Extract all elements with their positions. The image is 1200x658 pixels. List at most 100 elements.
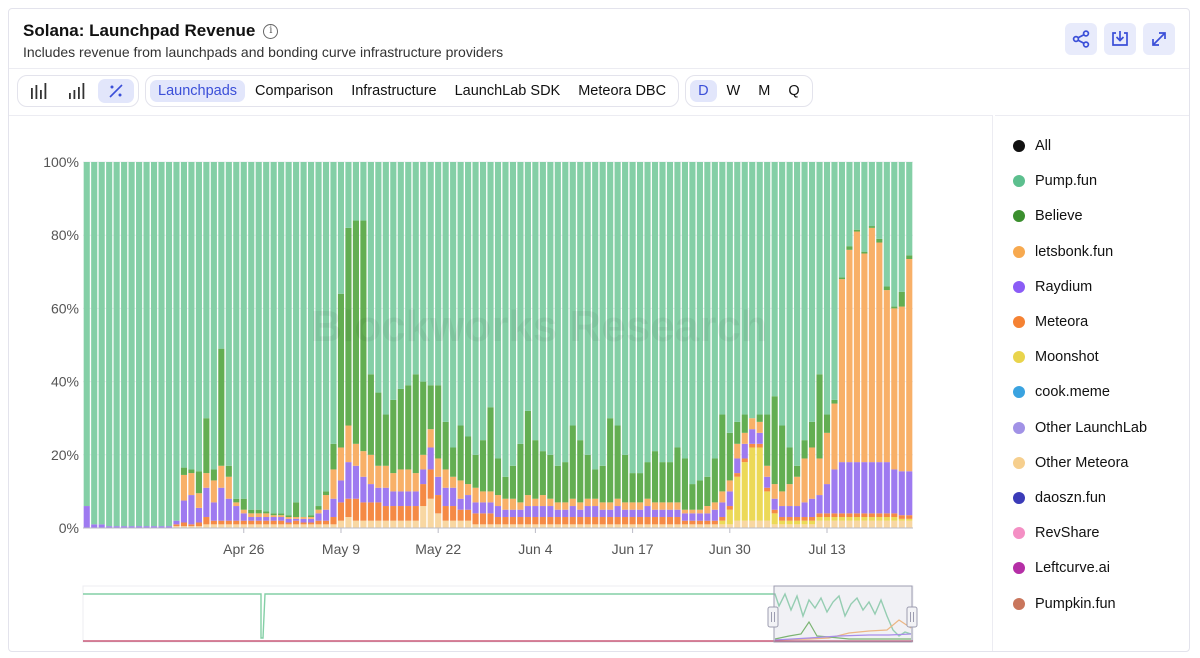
bar-segment[interactable]: [637, 509, 644, 518]
bar-segment[interactable]: [607, 418, 614, 503]
bar-segment[interactable]: [360, 476, 367, 503]
bar-segment[interactable]: [651, 502, 659, 510]
bar-segment[interactable]: [547, 454, 554, 499]
bar-segment[interactable]: [450, 447, 457, 477]
bar-segment[interactable]: [420, 381, 427, 455]
tab-infrastructure[interactable]: Infrastructure: [351, 83, 437, 99]
bar-segment[interactable]: [188, 524, 195, 527]
bar-segment[interactable]: [883, 517, 890, 521]
bar-segment[interactable]: [562, 517, 569, 525]
bar-segment[interactable]: [547, 517, 554, 525]
bar-segment[interactable]: [345, 498, 352, 518]
bar-segment[interactable]: [659, 462, 666, 503]
bar-segment[interactable]: [352, 220, 359, 444]
bar-segment[interactable]: [487, 513, 494, 525]
bar-segment[interactable]: [293, 502, 300, 518]
bar-segment[interactable]: [831, 399, 838, 404]
bar-segment[interactable]: [83, 162, 90, 507]
bar-segment[interactable]: [614, 517, 621, 525]
bar-segment[interactable]: [711, 520, 718, 525]
bar-segment[interactable]: [375, 487, 382, 503]
bar-segment[interactable]: [741, 458, 748, 463]
bar-segment[interactable]: [749, 418, 756, 430]
bar-segment[interactable]: [562, 462, 569, 503]
bar-segment[interactable]: [838, 162, 846, 278]
bar-segment[interactable]: [592, 517, 599, 525]
bar-segment[interactable]: [494, 495, 502, 507]
bar-segment[interactable]: [293, 517, 300, 519]
bar-segment[interactable]: [210, 480, 217, 503]
bar-segment[interactable]: [808, 524, 816, 528]
bar-segment[interactable]: [554, 162, 561, 466]
bar-segment[interactable]: [816, 495, 823, 514]
legend-item[interactable]: Pump.fun: [1013, 173, 1097, 189]
bar-segment[interactable]: [644, 506, 651, 518]
bar-segment[interactable]: [764, 465, 771, 477]
bar-segment[interactable]: [240, 162, 247, 499]
bar-segment[interactable]: [666, 162, 674, 463]
bar-segment[interactable]: [435, 495, 442, 514]
bar-segment[interactable]: [554, 465, 561, 503]
bar-segment[interactable]: [270, 513, 277, 516]
tab-comparison[interactable]: Comparison: [255, 83, 334, 99]
bar-segment[interactable]: [868, 227, 875, 463]
bar-segment[interactable]: [300, 162, 307, 518]
bar-segment[interactable]: [823, 484, 831, 514]
bar-segment[interactable]: [420, 469, 427, 485]
bar-segment[interactable]: [180, 526, 188, 528]
bar-segment[interactable]: [442, 506, 449, 521]
bar-segment[interactable]: [644, 462, 651, 499]
bar-segment[interactable]: [150, 526, 158, 528]
bar-segment[interactable]: [637, 517, 644, 525]
bar-segment[interactable]: [203, 418, 210, 474]
bar-segment[interactable]: [412, 491, 419, 507]
bar-segment[interactable]: [779, 491, 786, 507]
bar-segment[interactable]: [592, 506, 599, 518]
bar-segment[interactable]: [91, 524, 98, 528]
bar-segment[interactable]: [487, 407, 494, 492]
bar-segment[interactable]: [450, 476, 457, 488]
bar-segment[interactable]: [390, 520, 397, 528]
bar-segment[interactable]: [651, 524, 659, 528]
bar-segment[interactable]: [569, 498, 576, 507]
bar-segment[interactable]: [375, 392, 382, 466]
bar-segment[interactable]: [794, 517, 801, 521]
tab-launchlab-sdk[interactable]: LaunchLab SDK: [454, 83, 561, 99]
bar-segment[interactable]: [322, 509, 330, 521]
bar-segment[interactable]: [868, 517, 875, 521]
bar-segment[interactable]: [83, 506, 90, 528]
bar-segment[interactable]: [689, 513, 696, 521]
bar-segment[interactable]: [315, 513, 322, 521]
bar-segment[interactable]: [136, 162, 143, 527]
bar-segment[interactable]: [330, 498, 337, 518]
bar-segment[interactable]: [188, 473, 195, 496]
drag-handle-icon[interactable]: [906, 606, 918, 628]
bar-segment[interactable]: [330, 443, 337, 470]
bar-segment[interactable]: [352, 162, 359, 221]
bar-segment[interactable]: [173, 526, 180, 528]
bar-segment[interactable]: [150, 162, 158, 527]
bar-segment[interactable]: [719, 414, 726, 492]
bar-segment[interactable]: [577, 524, 584, 528]
bar-segment[interactable]: [479, 491, 487, 503]
bar-segment[interactable]: [808, 162, 816, 422]
bar-segment[interactable]: [599, 162, 606, 466]
bar-segment[interactable]: [494, 162, 502, 459]
bar-segment[interactable]: [891, 520, 898, 528]
bar-segment[interactable]: [472, 162, 479, 455]
expand-button[interactable]: [1143, 23, 1175, 55]
legend-item[interactable]: cook.meme: [1013, 384, 1110, 400]
bar-segment[interactable]: [771, 162, 778, 397]
bar-segment[interactable]: [255, 162, 262, 510]
bar-segment[interactable]: [562, 509, 569, 518]
bar-segment[interactable]: [861, 462, 868, 514]
bar-segment[interactable]: [786, 506, 793, 518]
bar-segment[interactable]: [487, 502, 494, 514]
bar-segment[interactable]: [502, 162, 509, 477]
bar-segment[interactable]: [494, 524, 502, 528]
bar-segment[interactable]: [823, 513, 831, 518]
bar-segment[interactable]: [315, 524, 322, 528]
bar-segment[interactable]: [382, 414, 389, 466]
bar-segment[interactable]: [195, 526, 202, 528]
bar-segment[interactable]: [786, 447, 793, 485]
